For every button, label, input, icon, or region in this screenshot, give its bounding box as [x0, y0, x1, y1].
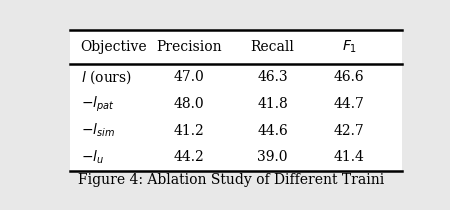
- Text: 42.7: 42.7: [334, 124, 364, 138]
- Bar: [70, 30, 401, 171]
- Text: 48.0: 48.0: [173, 97, 204, 111]
- Text: 44.6: 44.6: [257, 124, 288, 138]
- Text: $-l_{pat}$: $-l_{pat}$: [81, 94, 114, 114]
- Text: $-l_{sim}$: $-l_{sim}$: [81, 122, 115, 139]
- Text: 47.0: 47.0: [173, 70, 204, 84]
- Text: 41.2: 41.2: [173, 124, 204, 138]
- Text: 41.8: 41.8: [257, 97, 288, 111]
- Text: 46.3: 46.3: [257, 70, 288, 84]
- Text: 44.7: 44.7: [334, 97, 364, 111]
- Text: Objective: Objective: [81, 40, 147, 54]
- Text: Precision: Precision: [156, 40, 221, 54]
- Text: $F_1$: $F_1$: [342, 39, 357, 55]
- Text: $-l_{u}$: $-l_{u}$: [81, 149, 104, 166]
- Text: 46.6: 46.6: [334, 70, 364, 84]
- Text: Figure 4: Ablation Study of Different Traini: Figure 4: Ablation Study of Different Tr…: [77, 173, 384, 188]
- Text: Recall: Recall: [251, 40, 294, 54]
- Text: 39.0: 39.0: [257, 150, 288, 164]
- Text: 44.2: 44.2: [173, 150, 204, 164]
- Text: $l$ (ours): $l$ (ours): [81, 68, 132, 86]
- Text: 41.4: 41.4: [334, 150, 364, 164]
